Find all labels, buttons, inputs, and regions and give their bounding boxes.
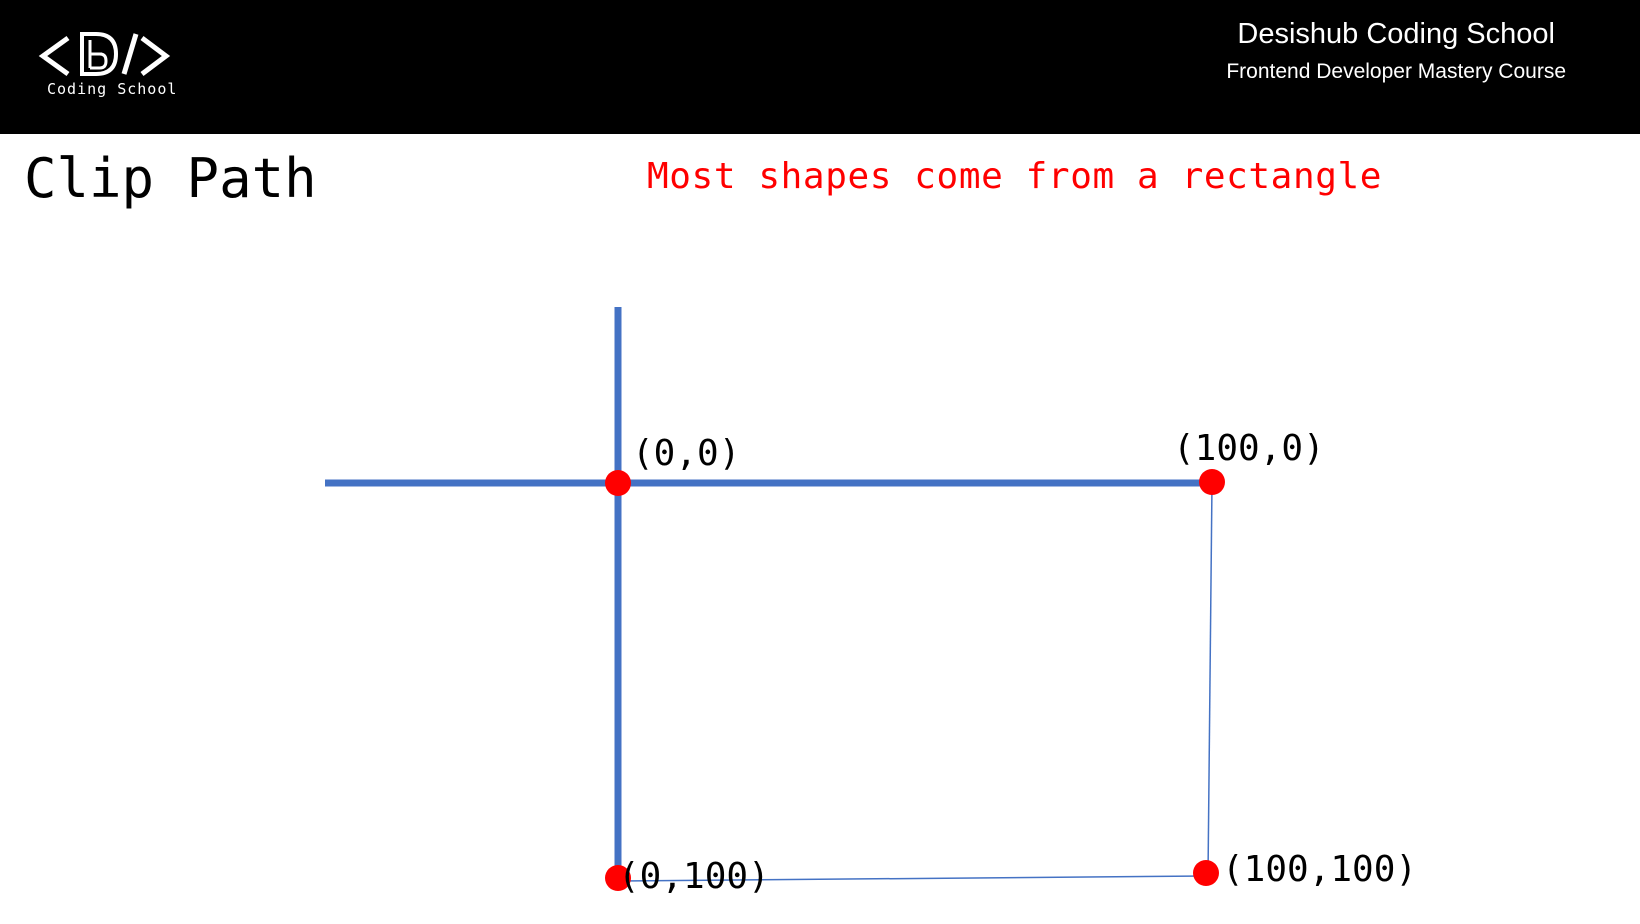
- rect-bottom-edge: [617, 875, 1207, 882]
- point-label-bottom-right: (100,100): [1222, 849, 1417, 890]
- logo-mark-icon: [38, 32, 171, 77]
- header-course-info: Desishub Coding School Frontend Develope…: [1226, 14, 1566, 90]
- logo-text: Coding School: [47, 80, 178, 98]
- point-bottom-left: [605, 865, 631, 891]
- course-name: Frontend Developer Mastery Course: [1226, 60, 1566, 83]
- point-label-top-right: (100,0): [1173, 428, 1325, 469]
- point-top-right: [1199, 469, 1225, 495]
- point-top-left: [605, 470, 631, 496]
- logo: Coding School: [38, 30, 176, 102]
- slide-title: Clip Path: [24, 147, 317, 210]
- rect-right-edge: [1207, 482, 1213, 877]
- point-label-top-left: (0,0): [632, 433, 740, 474]
- header-bar: Coding School Desishub Coding School Fro…: [0, 0, 1640, 134]
- point-bottom-right: [1193, 860, 1219, 886]
- point-label-bottom-left: (0,100): [618, 856, 770, 897]
- school-name: Desishub Coding School: [1237, 18, 1555, 50]
- slide-subtitle: Most shapes come from a rectangle: [647, 156, 1383, 197]
